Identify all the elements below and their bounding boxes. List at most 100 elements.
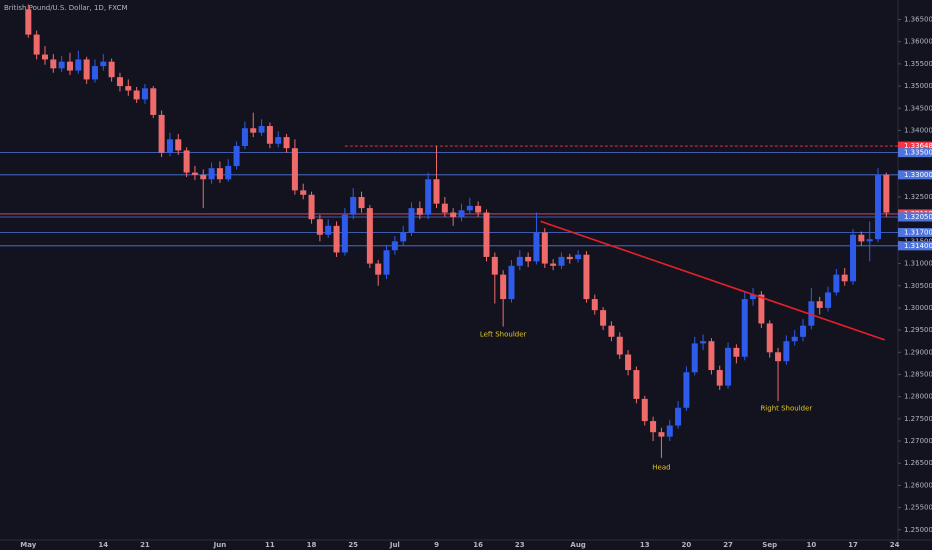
candle-body: [825, 292, 832, 308]
candle-body: [391, 241, 398, 251]
candle-body: [225, 165, 232, 180]
candle-body: [408, 208, 415, 233]
level-label: 1.31400: [904, 242, 932, 250]
candle-body: [325, 225, 332, 235]
level-label-box: [898, 212, 932, 222]
candle-body: [641, 398, 648, 422]
candle-body: [608, 325, 615, 337]
x-tick-label: 27: [723, 541, 733, 549]
candle-body: [441, 203, 448, 213]
level-label-box: [898, 148, 932, 158]
x-tick-label: Sep: [762, 541, 777, 549]
candle-body: [350, 197, 357, 215]
candle-body: [716, 370, 723, 386]
candle-body: [308, 194, 315, 220]
annotation: Right Shoulder: [760, 405, 812, 413]
candle-body: [800, 325, 807, 337]
level-label-box: [898, 141, 932, 151]
level-label: 1.33648: [904, 142, 932, 150]
y-tick-label: 1.30500: [904, 282, 932, 290]
candle-body: [808, 301, 815, 326]
candle-body: [500, 274, 507, 300]
level-label-box: [898, 241, 932, 251]
y-tick-label: 1.26000: [904, 481, 932, 489]
x-tick-label: 20: [682, 541, 692, 549]
y-tick-label: 1.27500: [904, 415, 932, 423]
candle-body: [766, 323, 773, 353]
candle-body: [150, 88, 157, 115]
candle-body: [58, 61, 65, 69]
candle-body: [516, 256, 523, 266]
x-tick-label: 11: [265, 541, 275, 549]
candle-body: [50, 59, 57, 69]
candle-body: [66, 61, 73, 71]
y-tick-label: 1.29000: [904, 348, 932, 356]
candle-body: [100, 61, 107, 67]
level-label: 1.32050: [904, 213, 932, 221]
candle-body: [191, 172, 198, 175]
candle-body: [758, 294, 765, 324]
level-label-box: [898, 228, 932, 238]
y-tick-label: 1.25000: [904, 526, 932, 534]
candle-body: [866, 239, 873, 242]
candle-body: [208, 168, 215, 180]
y-tick-label: 1.25500: [904, 504, 932, 512]
candle-body: [75, 59, 82, 71]
candle-body: [633, 370, 640, 399]
candle-body: [816, 301, 823, 308]
candle-body: [108, 61, 115, 78]
candle-body: [650, 421, 657, 433]
candle-body: [775, 352, 782, 362]
level-label: 1.31700: [904, 229, 932, 237]
candle-body: [750, 294, 757, 300]
candle-body: [733, 347, 740, 357]
candle-body: [783, 341, 790, 362]
candle-body: [725, 347, 732, 386]
level-label: 1.33000: [904, 171, 932, 179]
x-tick-label: 21: [140, 541, 150, 549]
candle-body: [458, 210, 465, 217]
x-tick-label: 24: [890, 541, 900, 549]
y-tick-label: 1.36000: [904, 38, 932, 46]
candle-body: [583, 254, 590, 300]
candle-body: [425, 179, 432, 215]
candle-body: [83, 59, 90, 80]
candle-body: [25, 9, 32, 35]
candle-body: [33, 34, 40, 55]
candle-body: [341, 214, 348, 253]
y-tick-label: 1.36500: [904, 16, 932, 24]
candle-body: [858, 234, 865, 242]
candle-body: [125, 86, 132, 91]
candle-body: [241, 128, 248, 146]
candle-body: [566, 256, 573, 260]
y-tick-label: 1.29500: [904, 326, 932, 334]
level-label: 1.33500: [904, 149, 932, 157]
candle-body: [675, 407, 682, 426]
trendline: [540, 220, 885, 341]
candle-body: [41, 54, 48, 60]
y-tick-label: 1.27000: [904, 437, 932, 445]
candle-body: [575, 254, 582, 260]
candle-body: [91, 66, 98, 80]
candle-body: [200, 174, 207, 180]
x-tick-label: 13: [640, 541, 650, 549]
candle-body: [850, 234, 857, 282]
candle-body: [383, 250, 390, 275]
candle-body: [791, 336, 798, 342]
candle-body: [875, 174, 882, 240]
candle-body: [416, 208, 423, 215]
candle-body: [841, 274, 848, 282]
candle-body: [283, 137, 290, 149]
x-tick-label: 25: [348, 541, 358, 549]
y-tick-label: 1.28500: [904, 370, 932, 378]
x-tick-label: Aug: [570, 541, 585, 549]
y-tick-label: 1.32500: [904, 193, 932, 201]
candle-body: [541, 232, 548, 264]
x-tick-label: 17: [848, 541, 858, 549]
candle-body: [400, 232, 407, 242]
candle-body: [375, 263, 382, 275]
candle-body: [683, 372, 690, 408]
level-label-box: [898, 170, 932, 180]
candle-body: [133, 90, 140, 100]
